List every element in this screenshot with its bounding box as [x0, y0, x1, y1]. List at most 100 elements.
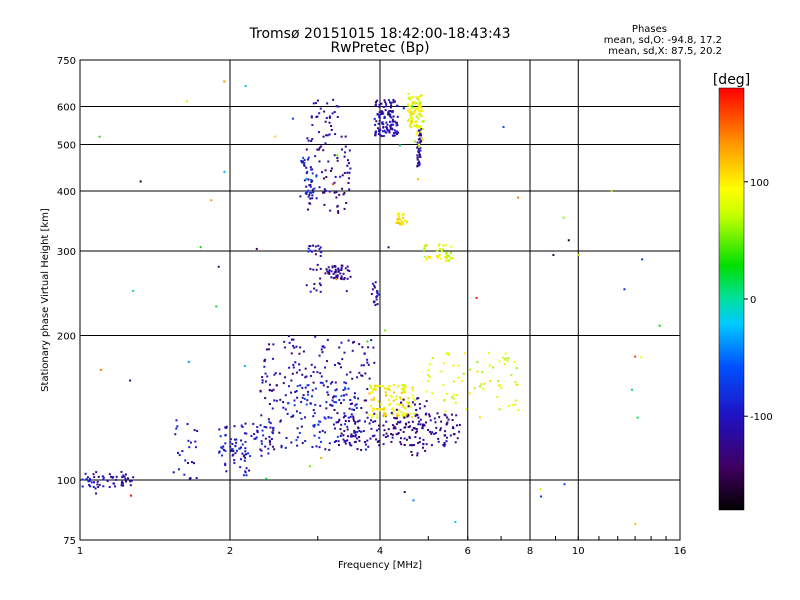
data-point [502, 356, 505, 359]
data-point [395, 423, 398, 426]
data-point [450, 413, 453, 416]
data-point [248, 469, 251, 472]
data-point [392, 101, 395, 104]
data-point [401, 213, 404, 216]
data-point [340, 266, 343, 269]
data-point [332, 272, 335, 275]
data-point [296, 385, 299, 388]
data-point [334, 175, 337, 178]
data-point [387, 246, 390, 249]
data-point [440, 420, 443, 423]
data-point [417, 423, 420, 426]
data-point [299, 412, 302, 415]
data-point [340, 275, 343, 278]
data-point [293, 399, 296, 402]
data-point [354, 431, 357, 434]
data-point [378, 114, 381, 117]
data-point [269, 422, 272, 425]
data-point [610, 189, 613, 192]
x-tick-label: 2 [227, 546, 233, 557]
data-point [363, 420, 366, 423]
data-point [184, 459, 187, 462]
data-point [397, 385, 400, 388]
y-tick-label: 500 [57, 141, 76, 152]
data-point [394, 398, 397, 401]
data-point [492, 366, 495, 369]
data-point [235, 449, 238, 452]
data-point [86, 476, 89, 479]
data-point [325, 380, 328, 383]
data-point [468, 392, 471, 395]
data-point [407, 402, 410, 405]
data-point [279, 419, 282, 422]
data-point [372, 300, 375, 303]
data-point [284, 446, 287, 449]
data-point [309, 402, 312, 405]
data-point [346, 159, 349, 162]
data-point [324, 448, 327, 451]
y-tick-label: 200 [57, 332, 76, 343]
x-tick-label: 4 [377, 546, 383, 557]
data-point [398, 217, 401, 220]
data-point [423, 244, 426, 247]
data-point [365, 399, 368, 402]
data-point [411, 119, 414, 122]
data-point [309, 183, 312, 186]
data-point [102, 476, 105, 479]
data-point [386, 128, 389, 131]
data-point [290, 441, 293, 444]
data-point [295, 371, 298, 374]
data-point [292, 414, 295, 417]
data-point [302, 350, 305, 353]
data-point [360, 374, 363, 377]
data-point [345, 393, 348, 396]
data-point [101, 475, 104, 478]
data-point [337, 443, 340, 446]
data-point [375, 298, 378, 301]
data-point [451, 426, 454, 429]
data-point [390, 411, 393, 414]
data-point [310, 116, 313, 119]
data-point [394, 120, 397, 123]
data-point [388, 389, 391, 392]
data-point [458, 423, 461, 426]
data-point [374, 388, 377, 391]
data-point [351, 377, 354, 380]
data-point [333, 111, 336, 114]
data-point [410, 96, 413, 99]
data-point [268, 343, 271, 346]
data-point [343, 430, 346, 433]
data-point [409, 425, 412, 428]
data-point [421, 120, 424, 123]
data-point [391, 424, 394, 427]
data-point [387, 428, 390, 431]
data-point [195, 477, 198, 480]
data-point [283, 340, 286, 343]
data-point [402, 216, 405, 219]
data-point [402, 430, 405, 433]
data-point [233, 461, 236, 464]
data-point [396, 412, 399, 415]
data-point [335, 439, 338, 442]
data-point [497, 380, 500, 383]
data-point [380, 135, 383, 138]
data-point [379, 408, 382, 411]
data-point [454, 401, 457, 404]
data-point [306, 158, 309, 161]
data-point [231, 454, 234, 457]
data-point [305, 403, 308, 406]
data-point [374, 134, 377, 137]
data-point [261, 379, 264, 382]
data-point [238, 447, 241, 450]
data-point [245, 467, 248, 470]
data-point [443, 398, 446, 401]
data-point [407, 92, 410, 95]
data-point [292, 344, 295, 347]
data-point [373, 388, 376, 391]
data-point [421, 426, 424, 429]
data-point [577, 253, 580, 256]
data-point [181, 450, 184, 453]
x-tick-label: 1 [77, 546, 83, 557]
x-axis-label: Frequency [MHz] [338, 560, 422, 571]
data-point [240, 458, 243, 461]
